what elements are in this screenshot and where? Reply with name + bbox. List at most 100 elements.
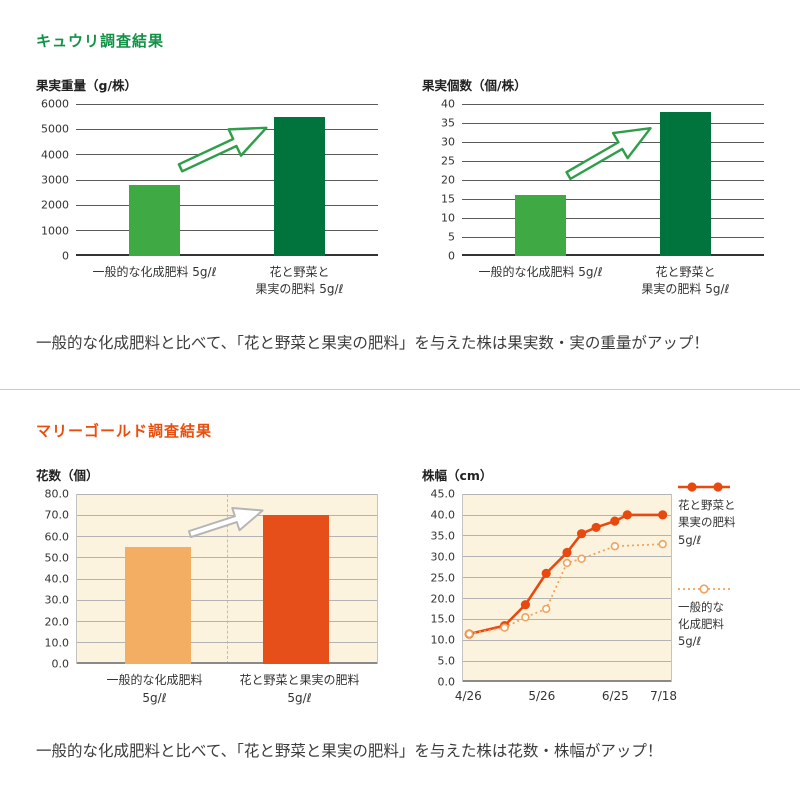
y-tick-label: 30.0 [44, 593, 70, 607]
section-cucumber: キュウリ調査結果 果実重量（g/株） 0 1000 2000 3000 4000 5000… [36, 30, 764, 357]
y-tick-label: 0.0 [437, 675, 456, 689]
gridline [462, 104, 764, 105]
y-tick-label: 10.0 [430, 633, 456, 647]
y-axis: 0 5 10 15 20 25 30 35 40 [422, 98, 462, 263]
plot-area [76, 494, 378, 665]
increase-arrow-icon [177, 126, 268, 173]
y-tick-label: 40.0 [430, 508, 456, 522]
legend-item-generic: 一般的な 化成肥料 5g/ℓ [678, 583, 764, 651]
category-line: 一般的な化成肥料 5g/ℓ [478, 265, 603, 279]
y-axis: 0.0 10.0 20.0 30.0 40.0 50.0 60.0 70.0 80.0 [36, 488, 76, 671]
gridline [462, 141, 764, 143]
y-tick-label: 25 [441, 154, 455, 168]
gridline [77, 642, 377, 644]
y-tick-label: 20 [441, 173, 455, 187]
gridline [76, 128, 378, 130]
legend-line: 一般的な [678, 599, 724, 614]
category-line: 花と野菜と [269, 265, 330, 279]
category-line: 果実の肥料 5g/ℓ [255, 282, 344, 297]
category-label: 花と野菜と果実の肥料 5g/ℓ [239, 672, 359, 707]
y-tick-label: 70.0 [44, 508, 70, 522]
gridline [463, 598, 671, 600]
y-tick-label: 0 [62, 249, 69, 263]
y-axis: 0 1000 2000 3000 4000 5000 6000 [36, 98, 76, 263]
section-marigold: マリーゴールド調査結果 花数（個） 0.0 10.0 20.0 30.0 40.0 50.… [36, 420, 764, 765]
increase-arrow-icon [564, 126, 652, 181]
legend-line: 花と野菜と [678, 498, 736, 513]
gridline [77, 514, 377, 516]
gridline [462, 217, 764, 219]
gridline [462, 179, 764, 181]
bar-0 [128, 185, 181, 256]
legend-marker-dotted-line [678, 584, 730, 594]
gridline [463, 660, 671, 662]
x-axis-dates: 4/26 5/26 6/25 7/18 [455, 689, 677, 709]
legend-line: 5g/ℓ [678, 634, 702, 649]
y-tick-label: 15 [441, 192, 455, 206]
gridline [463, 618, 671, 620]
category-line: 花と野菜と [655, 265, 716, 279]
gridline [462, 160, 764, 162]
chart-title: 株幅（cm） [422, 468, 493, 484]
cucumber-summary: 一般的な化成肥料と比べて、「花と野菜と果実の肥料」を与えた株は果実数・実の重量が… [36, 334, 709, 352]
gridline [463, 535, 671, 537]
y-tick-label: 6000 [41, 97, 69, 111]
gridline [77, 662, 377, 665]
legend-line: 化成肥料 [678, 617, 724, 632]
plot-area [76, 104, 378, 256]
gridline [77, 621, 377, 623]
y-tick-label: 0 [448, 249, 455, 263]
y-tick-label: 10 [441, 211, 455, 225]
marigold-summary: 一般的な化成肥料と比べて、「花と野菜と果実の肥料」を与えた株は花数・株幅がアップ… [36, 742, 663, 761]
gridline [77, 536, 377, 538]
legend-marker-solid-line [678, 482, 730, 492]
gridline [463, 639, 671, 641]
y-tick-label: 30 [441, 135, 455, 149]
legend-line: 5g/ℓ [678, 532, 702, 547]
plot-area [462, 104, 764, 256]
x-tick-label: 7/18 [650, 689, 678, 704]
gridline [76, 179, 378, 181]
chart-fruit-count: 果実個数（個/株） 0 5 10 15 20 25 30 35 40 一般的な化成肥料 5g/ℓ [422, 75, 764, 308]
x-axis-categories: 一般的な化成肥料 5g/ℓ 花と野菜と果実の肥料 5g/ℓ [76, 672, 378, 716]
gridline [462, 236, 764, 238]
chart-plant-width: 株幅（cm） 0.0 5.0 10.0 15.0 20.0 25.0 30.0 35.0 40.… [422, 465, 677, 709]
category-line: 果実の肥料 5g/ℓ [641, 282, 730, 297]
y-tick-label: 45.0 [430, 487, 456, 501]
x-tick-label: 5/26 [528, 689, 556, 704]
y-tick-label: 1000 [41, 224, 69, 238]
x-tick-label: 4/26 [454, 689, 482, 704]
marigold-charts-row: 花数（個） 0.0 10.0 20.0 30.0 40.0 50.0 60.0 70.0 80.… [36, 465, 764, 716]
chart-title: 果実個数（個/株） [422, 78, 527, 93]
x-axis-categories: 一般的な化成肥料 5g/ℓ 花と野菜と 果実の肥料 5g/ℓ [76, 264, 378, 308]
gridline [462, 254, 764, 256]
x-tick-label: 6/25 [601, 689, 629, 704]
y-tick-label: 15.0 [430, 612, 456, 626]
plot-area [462, 494, 672, 683]
y-tick-label: 5000 [41, 122, 69, 136]
bar-1 [273, 116, 326, 256]
chart-flower-count: 花数（個） 0.0 10.0 20.0 30.0 40.0 50.0 60.0 70.0 80.… [36, 465, 378, 716]
section-heading-cucumber: キュウリ調査結果 [36, 32, 165, 50]
category-line: 花と野菜と果実の肥料 [239, 673, 360, 688]
cucumber-charts-row: 果実重量（g/株） 0 1000 2000 3000 4000 5000 6000 一般的な… [36, 75, 764, 308]
chart-title: 果実重量（g/株） [36, 78, 138, 93]
y-tick-label: 80.0 [44, 487, 70, 501]
y-tick-label: 30.0 [430, 550, 456, 564]
gridline [463, 577, 671, 579]
y-tick-label: 20.0 [430, 592, 456, 606]
y-tick-label: 60.0 [44, 530, 70, 544]
increase-arrow-icon [187, 507, 264, 539]
y-tick-label: 2000 [41, 198, 69, 212]
category-line: 一般的な化成肥料 [106, 673, 203, 688]
category-label: 花と野菜と 果実の肥料 5g/ℓ [641, 264, 729, 299]
gridline [77, 494, 377, 496]
gridline [462, 122, 764, 124]
bar-0 [514, 195, 567, 256]
y-tick-label: 40 [441, 97, 455, 111]
gridline [463, 494, 671, 496]
y-axis: 0.0 5.0 10.0 15.0 20.0 25.0 30.0 35.0 40.0 45.0 [422, 488, 462, 689]
gridline [77, 578, 377, 580]
category-label: 花と野菜と 果実の肥料 5g/ℓ [255, 264, 343, 299]
legend-label: 花と野菜と 果実の肥料 5g/ℓ [678, 497, 764, 549]
